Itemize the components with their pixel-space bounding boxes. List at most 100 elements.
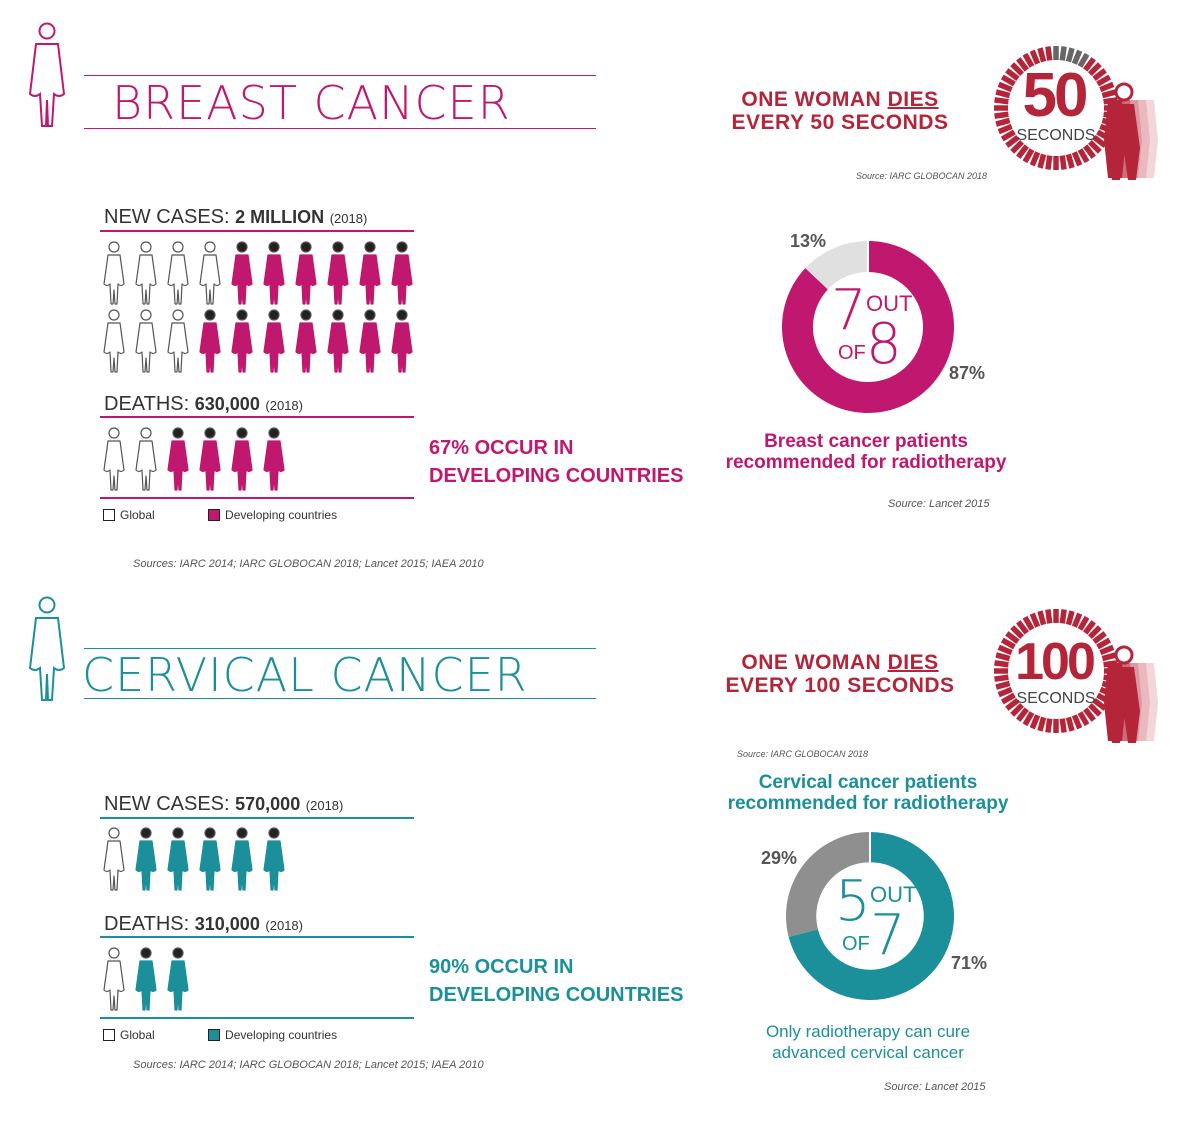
clock-tick [1045,155,1053,170]
clock-tick [1000,637,1016,650]
clock-tick [1005,631,1020,644]
legend-developing: Developing countries [208,1028,337,1042]
clock-tick [1087,702,1102,717]
breast-bottom-rule [100,497,414,499]
clock-tick [1059,609,1067,624]
clock-tick [1022,711,1035,727]
clock-tick [1096,637,1112,650]
breast-deaths-figure-developing [231,427,253,491]
breast-donut-source: Source: Lancet 2015 [888,498,990,510]
clock-number: 100 [1015,633,1094,691]
clock-tick [1092,135,1107,148]
clock-tick [1005,698,1020,711]
clock-tick [995,89,1011,99]
cervical-new-figure-global [103,827,125,891]
breast-pct-large: 87% [949,363,986,383]
section-title-breast: BREAST CANCER [112,76,511,130]
breast-deaths-rule [100,416,414,418]
clock-tick [1045,718,1053,733]
donut-slice-1 [805,241,868,290]
cervical-deaths-rule [100,936,414,938]
cervical-donut-chart [786,832,954,1000]
clock-tick [1065,47,1075,63]
breast-new-figure-developing [359,241,381,305]
cervical-deaths-figure-developing [135,947,157,1011]
breast-legend: Global Developing countries [103,508,337,522]
breast-new-figure-developing [391,309,413,373]
clock-tick [1101,652,1117,662]
clock-tick [1071,612,1083,628]
breast-pct-small: 13% [790,231,827,251]
clock-tick [1022,615,1035,631]
clock-tick [1096,74,1112,87]
clock-tick [1092,698,1107,711]
cervical-deaths-label: DEATHS: 310,000 (2018) [104,913,303,935]
clock-tick [997,123,1013,135]
breast-occur-note: 67% OCCUR IN DEVELOPING COUNTRIES [429,437,684,487]
donut-slice-0 [788,832,954,1000]
clock-tick [1016,144,1029,159]
clock-tick [1037,153,1047,169]
clock-tick [1083,57,1096,72]
clock-tick [1022,52,1035,68]
cervical-occur-note: 90% OCCUR IN DEVELOPING COUNTRIES [429,956,684,1006]
cervical-donut-source: Source: Lancet 2015 [884,1081,986,1093]
clock-tick [1016,707,1029,722]
section-title-cervical: CERVICAL CANCER [82,648,528,702]
clock-tick [1005,68,1020,81]
clock-tick [1077,711,1090,727]
breast-new-figure-developing [359,309,381,373]
clock-tick [994,660,1009,668]
legend-developing: Developing countries [208,508,337,522]
clock-tick [1092,68,1107,81]
clock-tick [1099,644,1115,656]
clock-tick [1005,135,1020,148]
clock-tick [1045,609,1053,624]
clock-tick [997,81,1013,93]
breast-new-figure-global [167,309,189,373]
clock-tick [1037,610,1047,626]
clock-tick [1077,52,1090,68]
breast-deaths-figure-global [135,427,157,491]
cervical-ratio: 5 OUT OF 7 [835,869,917,968]
cervical-legend: Global Developing countries [103,1028,337,1042]
woman-outline-icon [28,596,66,701]
legend-global: Global [103,1028,155,1042]
breast-new-cases-label: NEW CASES: 2 MILLION (2018) [104,206,368,228]
cervical-sources: Sources: IARC 2014; IARC GLOBOCAN 2018; … [133,1059,484,1071]
cervical-new-figure-developing [263,827,285,891]
clock-tick [1010,139,1025,154]
breast-new-figure-global [103,241,125,305]
clock-tick [994,111,1009,119]
clock-tick [1016,620,1029,635]
clock-tick [1022,148,1035,164]
title-rule-top [84,75,596,76]
breast-deaths-figure-developing [263,427,285,491]
breast-new-figure-developing [231,241,253,305]
clock-tick [1059,46,1067,61]
clock-tick [1065,153,1075,169]
donut-slice-0 [782,241,954,413]
cervical-pct-large: 71% [951,953,988,973]
clock-tick [1087,139,1102,154]
clock-tick [1037,716,1047,732]
clock-tick [1065,716,1075,732]
breast-new-figure-developing [231,309,253,373]
cervical-new-figure-developing [199,827,221,891]
clock-tick [1083,620,1096,635]
breast-donut-chart [782,241,954,413]
breast-dies-headline: ONE WOMAN DIES EVERY 50 SECONDS [731,88,949,134]
breast-new-figure-global [167,241,189,305]
cervical-new-figure-developing [231,827,253,891]
clock-tick [994,674,1009,682]
clock-tick [1077,615,1090,631]
breast-new-figure-global [135,309,157,373]
clock-tick [1099,81,1115,93]
title-rule-bottom [84,698,596,699]
cervical-new-cases-rule [100,817,414,819]
breast-new-figure-developing [327,241,349,305]
clock-tick [1029,714,1041,730]
clock-tick [1077,148,1090,164]
clock-tick [995,652,1011,662]
clock-tick [994,97,1009,105]
